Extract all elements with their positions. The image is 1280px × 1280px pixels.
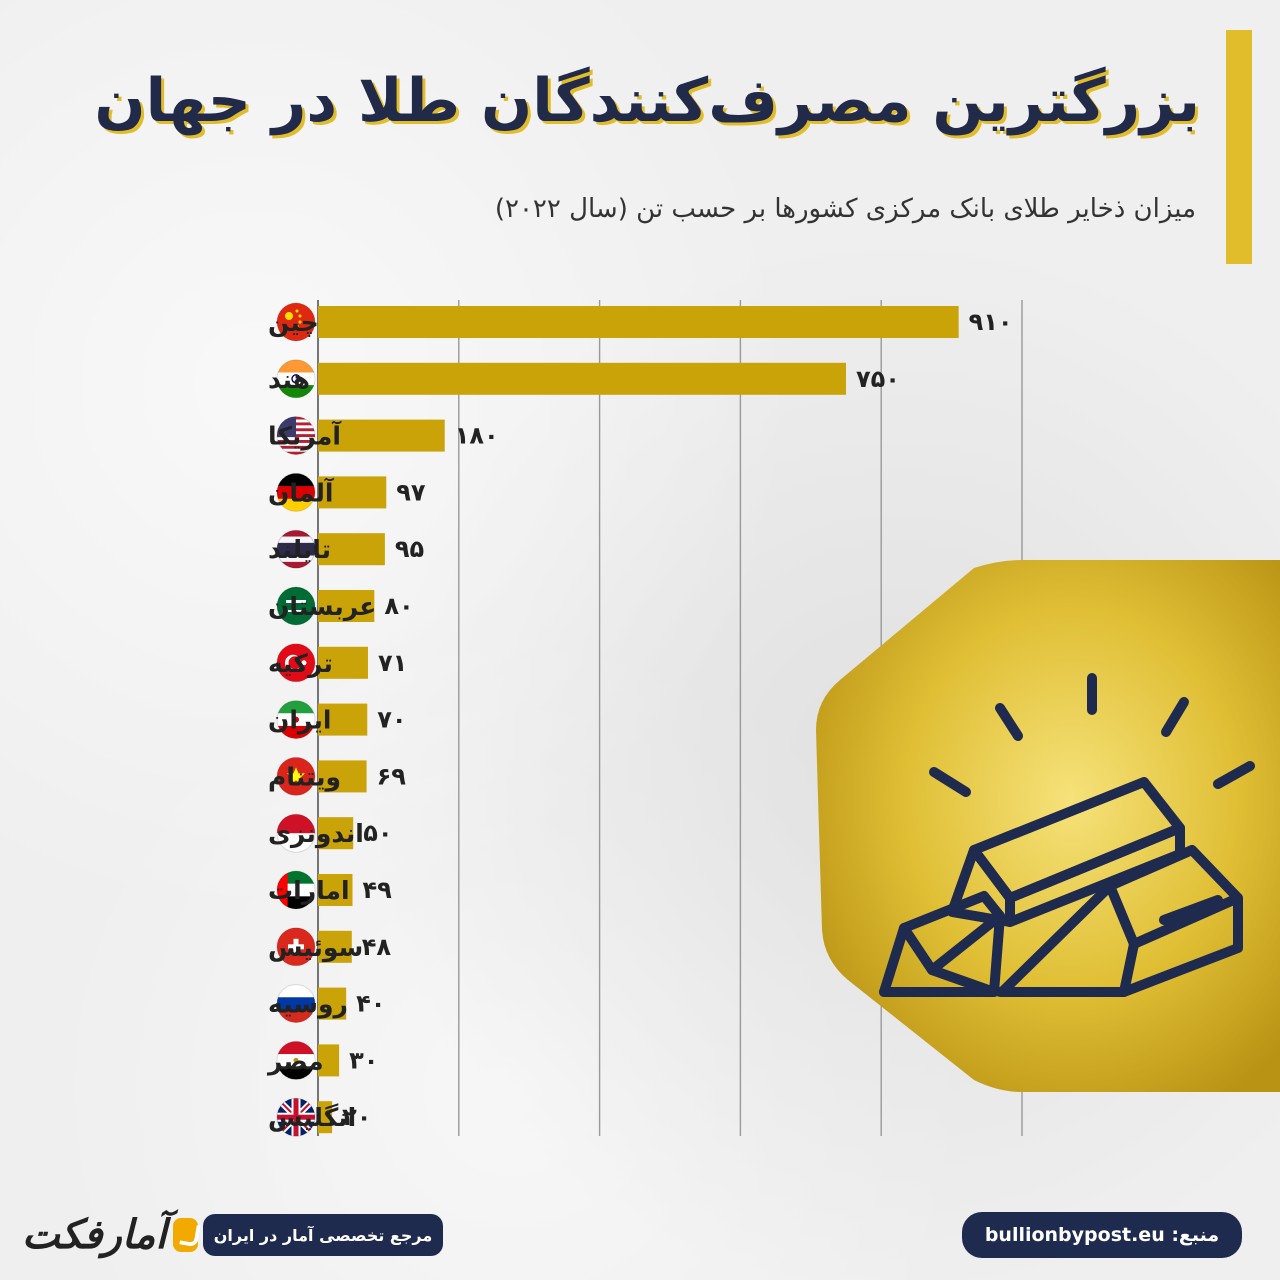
category-label: سوئیس	[268, 933, 363, 963]
flag-india-icon	[276, 359, 316, 399]
bar	[318, 760, 367, 793]
category-label: مصر	[266, 1046, 324, 1076]
category-label: هند	[268, 365, 310, 394]
title-accent-bar	[1226, 30, 1252, 264]
flag-indonesia-icon	[276, 813, 316, 853]
flag-turkey-icon	[276, 643, 316, 683]
brand-logo-icon	[172, 1218, 198, 1252]
flag-iran-icon	[276, 700, 316, 740]
bar-value-label: ۴۹	[362, 876, 392, 904]
gold-bars-icon	[816, 560, 1280, 1092]
bar	[318, 1044, 340, 1077]
bar-value-label: ۴۰	[356, 990, 385, 1018]
bar	[318, 419, 445, 452]
flag-switzerland-icon	[276, 927, 316, 967]
bar-value-label: ۸۰	[384, 592, 413, 620]
flag-egypt-icon	[276, 1040, 316, 1080]
bar	[318, 703, 368, 736]
bar	[318, 1101, 333, 1134]
flag-saudi-icon	[276, 586, 316, 626]
category-label: اندونزی	[268, 819, 364, 849]
bar	[318, 476, 387, 509]
bar-value-label: ۹۱۰	[969, 308, 1013, 336]
category-label: انگلیس	[268, 1103, 356, 1132]
flag-usa-icon	[276, 416, 316, 456]
flag-russia-icon	[276, 984, 316, 1024]
category-label: ایران	[268, 706, 331, 736]
bar-value-label: ۳۰	[349, 1046, 378, 1074]
tagline-badge: مرجع تخصصی آمار در ایران	[203, 1214, 443, 1256]
page-subtitle: میزان ذخایر طلای بانک مرکزی کشورها بر حس…	[494, 194, 1196, 224]
bar-value-label: ۱۸۰	[455, 422, 499, 450]
brand-logo-text: آمارفکت	[22, 1212, 167, 1258]
category-label: آلمان	[268, 477, 335, 507]
category-label: عربستان	[268, 592, 376, 622]
bar	[318, 590, 375, 622]
bar	[318, 987, 347, 1020]
bar	[318, 533, 385, 566]
category-label: امارات	[268, 876, 350, 905]
flag-vietnam-icon	[276, 756, 316, 796]
flag-uae-icon	[276, 870, 316, 910]
bar-value-label: ۲۰	[342, 1103, 371, 1131]
bar-value-label: ۷۵۰	[856, 365, 900, 393]
flag-uk-icon	[276, 1097, 316, 1137]
source-badge: منبع: bullionbypost.eu	[962, 1212, 1242, 1258]
flag-thailand-icon	[276, 529, 316, 569]
category-label: چین	[268, 308, 319, 338]
bar-value-label: ۶۹	[377, 762, 407, 790]
bar	[318, 930, 352, 963]
bar-value-label: ۹۷	[396, 478, 426, 506]
bar-value-label: ۹۵	[395, 535, 424, 563]
bar-value-label: ۷۱	[378, 649, 407, 677]
flag-china-icon	[276, 302, 316, 342]
bar	[318, 362, 846, 395]
bar	[318, 817, 354, 850]
category-label: تایلند	[268, 535, 331, 564]
brand-logo: آمارفکت	[22, 1208, 198, 1262]
category-label: ترکیه	[268, 649, 333, 679]
bar-value-label: ۴۸	[362, 933, 392, 961]
category-label: روسیه	[268, 990, 348, 1020]
category-label: آمریکا	[268, 421, 342, 452]
page-title: بزرگترین مصرف‌کنندگان طلا در جهان	[94, 66, 1200, 136]
category-label: ویتنام	[268, 762, 341, 792]
bar	[318, 646, 368, 679]
bar-value-label: ۵۰	[363, 819, 392, 847]
bar	[318, 874, 353, 906]
flag-germany-icon	[276, 472, 316, 512]
bar-value-label: ۷۰	[377, 706, 406, 734]
bar	[318, 306, 959, 338]
